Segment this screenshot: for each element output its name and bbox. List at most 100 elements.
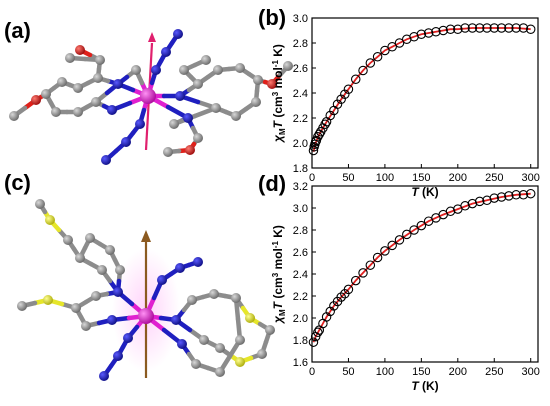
carbon-atom xyxy=(169,119,179,129)
data-point xyxy=(460,23,470,33)
carbon-atom xyxy=(191,359,201,369)
chart-d-ylabel: χMT (cm3 mol-1 K) xyxy=(271,225,287,325)
data-point xyxy=(504,191,514,201)
data-point xyxy=(372,252,383,263)
data-point xyxy=(496,192,507,202)
nitrogen-atom xyxy=(157,275,167,285)
x-tick-label: 0 xyxy=(309,172,315,184)
carbon-atom xyxy=(65,53,75,63)
molecule-structure-c xyxy=(17,199,275,381)
carbon-atom xyxy=(231,293,241,303)
nitrogen-atom xyxy=(135,119,145,129)
carbon-atom xyxy=(75,253,85,263)
x-tick-label: 50 xyxy=(342,172,354,184)
data-point xyxy=(343,84,354,95)
data-point xyxy=(467,23,478,33)
data-point xyxy=(467,198,478,209)
carbon-atom xyxy=(199,335,209,345)
data-point xyxy=(416,29,427,39)
chart-b: 0 50 100 150 200 250 3001.82.02.22.42.62.83.0 … xyxy=(271,13,540,199)
nitrogen-atom xyxy=(107,105,117,115)
nitrogen-atom xyxy=(193,257,203,267)
carbon-atom xyxy=(253,75,263,85)
data-point xyxy=(387,240,397,251)
oxygen-atom xyxy=(31,95,41,105)
carbon-atom xyxy=(235,335,245,345)
data-point xyxy=(518,23,529,33)
carbon-atom xyxy=(201,55,211,65)
panel-label-d: (d) xyxy=(258,171,286,196)
data-point xyxy=(308,337,319,347)
nitrogen-atom xyxy=(113,351,123,361)
sulfur-atom xyxy=(235,357,245,367)
carbon-atom xyxy=(163,147,173,157)
x-tick-label: 300 xyxy=(522,172,540,184)
x-tick-label: 100 xyxy=(376,366,394,378)
carbon-atom xyxy=(51,107,61,117)
data-point xyxy=(358,65,368,76)
data-point xyxy=(313,327,323,338)
data-point xyxy=(511,23,521,33)
carbon-atom xyxy=(91,291,101,301)
data-point xyxy=(445,206,456,217)
y-tick-label: 1.6 xyxy=(293,357,308,369)
data-point xyxy=(308,145,319,156)
x-tick-label: 200 xyxy=(449,366,467,378)
nitrogen-atom xyxy=(101,155,111,165)
carbon-atom xyxy=(251,97,261,107)
data-point xyxy=(365,58,376,68)
sulfur-atom xyxy=(245,313,255,323)
data-point xyxy=(387,41,397,52)
x-tick-label: 250 xyxy=(485,172,503,184)
carbon-atom xyxy=(283,61,293,71)
data-point xyxy=(511,190,521,200)
y-tick-label: 2.4 xyxy=(293,269,308,281)
carbon-atom xyxy=(235,63,245,73)
data-point xyxy=(445,24,456,34)
nitrogen-atom xyxy=(161,47,171,57)
carbon-atom xyxy=(193,79,203,89)
data-point xyxy=(453,24,463,34)
data-point xyxy=(313,132,323,142)
y-tick-label: 2.6 xyxy=(293,247,308,259)
nitrogen-atom xyxy=(113,287,123,297)
carbon-atom xyxy=(209,289,219,299)
data-point xyxy=(380,45,390,56)
arrow-head-icon xyxy=(148,32,156,42)
oxygen-atom xyxy=(185,145,195,155)
nitrogen-atom xyxy=(121,137,131,147)
carbon-atom xyxy=(115,265,125,275)
carbon-atom xyxy=(265,325,275,335)
carbon-atom xyxy=(71,303,81,313)
data-point xyxy=(402,229,412,240)
carbon-atom xyxy=(179,65,189,75)
carbon-atom xyxy=(211,103,221,113)
x-tick-label: 300 xyxy=(522,366,540,378)
carbon-atom xyxy=(215,343,225,353)
carbon-atom xyxy=(85,233,95,243)
data-point xyxy=(343,284,354,295)
data-point xyxy=(438,25,448,36)
carbon-atom xyxy=(215,367,225,377)
panel-label-a: (a) xyxy=(4,18,31,43)
nitrogen-atom xyxy=(175,91,185,101)
carbon-atom xyxy=(81,321,91,331)
data-point xyxy=(496,23,507,33)
metal-atom xyxy=(140,88,156,104)
y-tick-label: 3.0 xyxy=(293,203,308,215)
nitrogen-atom xyxy=(177,339,187,349)
carbon-atom xyxy=(91,97,101,107)
nitrogen-atom xyxy=(171,315,181,325)
data-point xyxy=(525,24,536,34)
y-tick-label: 2.2 xyxy=(293,113,308,125)
carbon-atom xyxy=(73,83,83,93)
carbon-atom xyxy=(213,65,223,75)
data-point xyxy=(489,23,500,33)
sulfur-atom xyxy=(45,215,55,225)
carbon-atom xyxy=(57,77,67,87)
x-tick-label: 150 xyxy=(412,366,430,378)
y-tick-label: 2.0 xyxy=(293,313,308,325)
data-point xyxy=(372,51,383,62)
metal-atom xyxy=(138,308,154,324)
x-tick-label: 50 xyxy=(342,366,354,378)
